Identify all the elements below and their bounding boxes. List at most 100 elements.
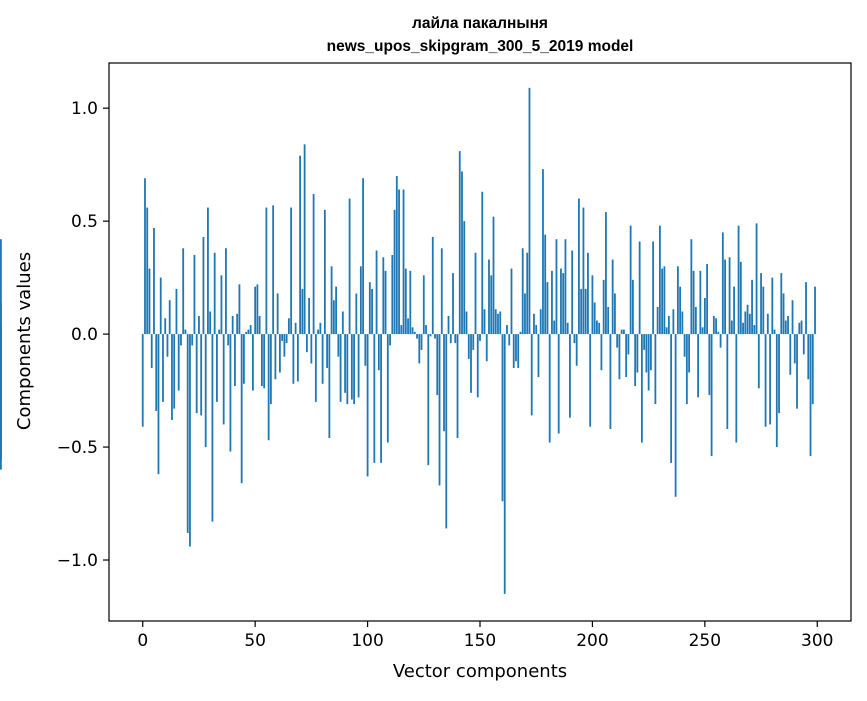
bar-29 (207, 207, 209, 335)
y-tick-label: 0.0 (71, 325, 98, 345)
bar-73 (305, 334, 308, 353)
bar-119 (409, 270, 412, 335)
bar-108 (384, 270, 387, 335)
bar-136 (447, 316, 450, 335)
bar-45 (243, 334, 245, 384)
bar-165 (512, 334, 515, 368)
bar-170 (524, 293, 526, 335)
bar-38 (227, 334, 230, 346)
bar-42 (236, 313, 239, 335)
bar-198 (587, 252, 589, 335)
bar-144 (465, 311, 468, 335)
bar-191 (571, 250, 574, 335)
bar-226 (649, 334, 652, 371)
bar-series (0, 87, 816, 594)
bar-216 (627, 334, 630, 355)
bar-80 (321, 334, 324, 384)
bar-146 (470, 334, 472, 393)
x-tick-label: 300 (801, 631, 833, 651)
bar-149 (476, 334, 479, 398)
bar-72 (303, 144, 306, 335)
bar-12 (168, 300, 171, 335)
bar-272 (753, 325, 756, 335)
bar-115 (400, 325, 403, 335)
bar-74 (308, 297, 311, 335)
bar-271 (751, 279, 753, 335)
bar-44 (240, 334, 243, 484)
bar-139 (454, 334, 457, 344)
bar-34 (218, 329, 221, 335)
bar-89 (341, 311, 344, 335)
bar-10 (164, 318, 167, 335)
bar-88 (339, 334, 342, 402)
bar-270 (748, 313, 751, 335)
bar-102 (371, 288, 373, 335)
bar-32 (213, 252, 216, 335)
bar-53 (261, 334, 263, 387)
bar-141 (458, 151, 461, 335)
bar-249 (701, 327, 704, 335)
bar-82 (326, 334, 328, 368)
bar-93 (350, 334, 353, 400)
bar-294 (802, 334, 805, 355)
bar-278 (766, 313, 769, 335)
bar-41 (234, 334, 236, 387)
bar-undefined (0, 334, 2, 470)
bar-55 (265, 207, 268, 335)
bar-210 (614, 293, 616, 335)
bar-164 (510, 268, 513, 335)
bar-195 (580, 288, 583, 335)
bar-92 (348, 198, 351, 335)
bar-233 (665, 327, 668, 335)
bar-258 (721, 232, 724, 335)
bar-227 (652, 241, 655, 335)
bar-290 (793, 334, 796, 364)
bar-129 (431, 236, 434, 335)
bar-282 (775, 334, 778, 448)
bar-71 (301, 288, 304, 335)
bar-286 (784, 320, 787, 335)
bar-171 (526, 252, 529, 335)
bar-156 (492, 216, 495, 335)
bar-178 (542, 169, 544, 335)
bar-160 (501, 334, 504, 502)
bar-116 (402, 189, 405, 335)
bar-187 (562, 273, 565, 335)
bar-153 (485, 334, 488, 362)
bar-176 (537, 334, 540, 378)
bar-21 (189, 334, 191, 547)
bar-154 (488, 259, 490, 335)
bar-81 (323, 209, 326, 335)
bar-43 (238, 284, 241, 335)
bar-104 (375, 250, 378, 335)
bar-248 (699, 270, 702, 335)
bar-120 (411, 327, 414, 335)
bar-90 (344, 334, 346, 393)
bar-undefined (0, 239, 2, 335)
bar-196 (582, 207, 585, 335)
bar-299 (814, 286, 816, 335)
bar-75 (310, 334, 313, 364)
bar-157 (494, 309, 497, 335)
bar-167 (517, 334, 520, 368)
y-tick-label: −0.5 (57, 438, 98, 458)
bar-126 (425, 325, 427, 335)
bar-274 (757, 334, 760, 389)
bar-219 (634, 334, 637, 387)
bar-65 (287, 318, 290, 335)
bar-58 (272, 205, 275, 335)
bar-140 (456, 334, 459, 439)
bar-232 (663, 266, 666, 335)
bar-243 (688, 334, 691, 373)
bar-63 (283, 334, 286, 357)
bar-240 (681, 311, 684, 335)
bar-101 (368, 282, 371, 335)
bar-224 (645, 334, 648, 373)
bar-237 (674, 334, 677, 497)
bar-276 (762, 286, 765, 335)
bar-279 (769, 334, 771, 425)
bar-169 (521, 248, 524, 335)
bar-199 (589, 334, 592, 427)
bar-78 (317, 329, 320, 335)
bar-96 (357, 334, 360, 398)
